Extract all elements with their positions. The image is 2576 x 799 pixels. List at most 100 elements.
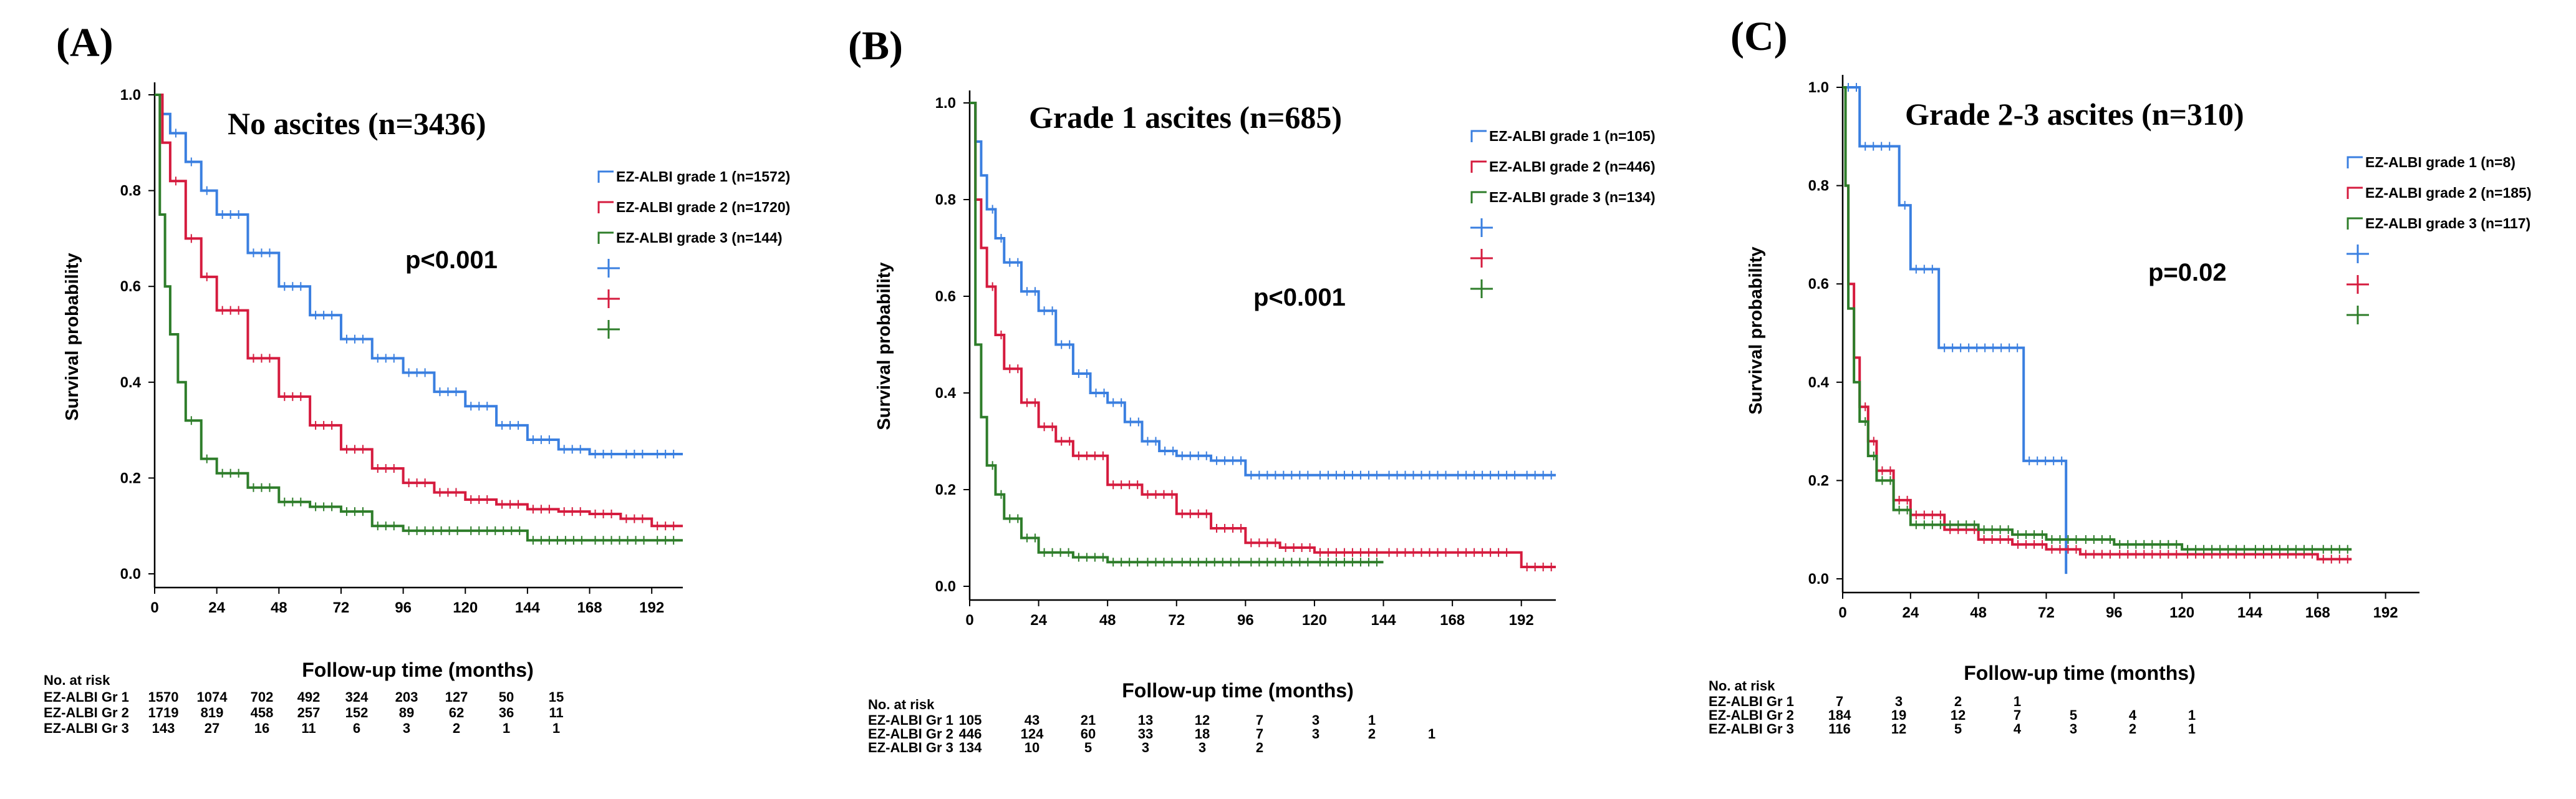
y-axis-label: Survival probability	[874, 262, 894, 430]
risk-value: 1	[1428, 726, 1435, 742]
legend-swatch	[597, 231, 614, 244]
x-tick-label: 168	[2305, 604, 2330, 621]
y-tick-label: 0.8	[935, 191, 956, 208]
x-tick-label: 24	[1902, 604, 1919, 621]
risk-value: 7	[1256, 726, 1263, 742]
risk-value: 13	[1138, 712, 1153, 728]
x-tick-label: 24	[1030, 612, 1047, 629]
risk-value: 11	[549, 705, 563, 720]
risk-value: 105	[959, 712, 982, 728]
x-tick-label: 0	[150, 599, 158, 616]
risk-value: 446	[959, 726, 982, 742]
survival-curve-grade-1	[155, 94, 683, 455]
x-tick-label: 192	[2373, 604, 2398, 621]
x-axis-label: Follow-up time (months)	[1964, 662, 2196, 684]
risk-value: 1	[1368, 712, 1376, 728]
y-tick-label: 0.6	[120, 278, 141, 295]
x-tick-label: 48	[1970, 604, 1987, 621]
x-tick-label: 120	[1302, 612, 1327, 629]
chart-title: No ascites (n=3436)	[228, 106, 486, 141]
risk-value: 3	[1895, 694, 1903, 709]
legend-label: EZ-ALBI grade 2 (n=185)	[2365, 185, 2531, 201]
survival-curve-grade-1	[1843, 86, 2068, 574]
y-tick-label: 0.0	[1808, 571, 1829, 588]
risk-row-label: EZ-ALBI Gr 1	[44, 689, 129, 705]
risk-value: 324	[345, 689, 369, 705]
risk-row-label: EZ-ALBI Gr 3	[1709, 721, 1794, 737]
risk-value: 1719	[148, 705, 179, 720]
x-tick-label: 24	[208, 599, 225, 616]
x-tick-label: 144	[515, 599, 541, 616]
y-tick-label: 0.8	[120, 183, 141, 200]
risk-row-label: EZ-ALBI Gr 2	[1709, 707, 1794, 723]
legend-label: EZ-ALBI grade 3 (n=144)	[616, 230, 782, 246]
risk-value: 257	[297, 705, 321, 720]
legend-label: EZ-ALBI grade 2 (n=446)	[1489, 158, 1655, 175]
legend-label: EZ-ALBI grade 3 (n=134)	[1489, 189, 1655, 205]
x-axis-label: Follow-up time (months)	[302, 659, 534, 681]
risk-value: 819	[201, 705, 224, 720]
y-tick-label: 1.0	[935, 95, 956, 112]
legend-label: EZ-ALBI grade 1 (n=1572)	[616, 168, 790, 185]
risk-value: 143	[152, 720, 175, 736]
risk-value: 18	[1195, 726, 1210, 742]
x-tick-label: 192	[639, 599, 664, 616]
risk-value: 7	[2014, 707, 2021, 723]
risk-value: 5	[2070, 707, 2077, 723]
y-tick-label: 0.4	[935, 385, 957, 402]
risk-value: 3	[1312, 726, 1319, 742]
risk-value: 3	[1312, 712, 1319, 728]
risk-value: 492	[297, 689, 321, 705]
legend-swatch	[597, 170, 614, 183]
risk-value: 2	[1954, 694, 1962, 709]
y-tick-label: 0.2	[1808, 472, 1829, 489]
legend-label: EZ-ALBI grade 1 (n=8)	[2365, 154, 2516, 170]
y-tick-label: 0.0	[120, 566, 141, 583]
chart-panel-1: (B) Grade 1 ascites (n=685) p<0.001 0.0 0.2 0…	[848, 23, 1655, 755]
legend-swatch	[1470, 191, 1487, 203]
x-tick-label: 168	[1440, 612, 1465, 629]
risk-table-header: No. at risk	[44, 672, 110, 688]
y-tick-label: 0.0	[935, 578, 956, 595]
chart-title: Grade 1 ascites (n=685)	[1029, 100, 1342, 135]
survival-curve-grade-3	[1843, 86, 2352, 551]
x-tick-label: 96	[1237, 612, 1254, 629]
risk-value: 1	[503, 720, 510, 736]
risk-value: 1	[2188, 707, 2196, 723]
x-tick-label: 96	[395, 599, 412, 616]
risk-value: 1074	[197, 689, 228, 705]
risk-value: 21	[1081, 712, 1096, 728]
x-tick-label: 96	[2106, 604, 2123, 621]
risk-value: 184	[1828, 707, 1851, 723]
y-tick-label: 0.6	[1808, 276, 1829, 293]
legend-swatch	[2347, 217, 2363, 230]
legend-swatch	[1470, 130, 1487, 142]
risk-table-header: No. at risk	[1709, 678, 1775, 694]
legend-label: EZ-ALBI grade 3 (n=117)	[2365, 215, 2530, 231]
risk-value: 702	[251, 689, 274, 705]
risk-value: 2	[1256, 740, 1263, 755]
legend-swatch	[597, 201, 614, 213]
x-tick-label: 72	[333, 599, 350, 616]
survival-curve-grade-2	[155, 94, 683, 528]
x-tick-label: 168	[577, 599, 602, 616]
chart-panel-2: (C) Grade 2-3 ascites (n=310) p=0.02 0.0 0.2…	[1709, 14, 2531, 737]
risk-value: 7	[1836, 694, 1843, 709]
legend-label: EZ-ALBI grade 1 (n=105)	[1489, 128, 1655, 144]
p-value-annotation: p<0.001	[1253, 284, 1346, 311]
x-axis-label: Follow-up time (months)	[1122, 679, 1354, 702]
risk-value: 60	[1081, 726, 1096, 742]
x-tick-label: 48	[271, 599, 287, 616]
risk-value: 62	[449, 705, 464, 720]
risk-value: 116	[1828, 721, 1851, 737]
risk-row-label: EZ-ALBI Gr 1	[1709, 694, 1794, 709]
x-tick-label: 120	[453, 599, 478, 616]
y-tick-label: 0.6	[935, 288, 956, 305]
risk-value: 5	[1084, 740, 1092, 755]
risk-table-header: No. at risk	[868, 697, 935, 712]
risk-value: 50	[499, 689, 514, 705]
x-tick-label: 192	[1509, 612, 1534, 629]
y-tick-label: 0.2	[120, 470, 141, 487]
risk-value: 12	[1951, 707, 1966, 723]
